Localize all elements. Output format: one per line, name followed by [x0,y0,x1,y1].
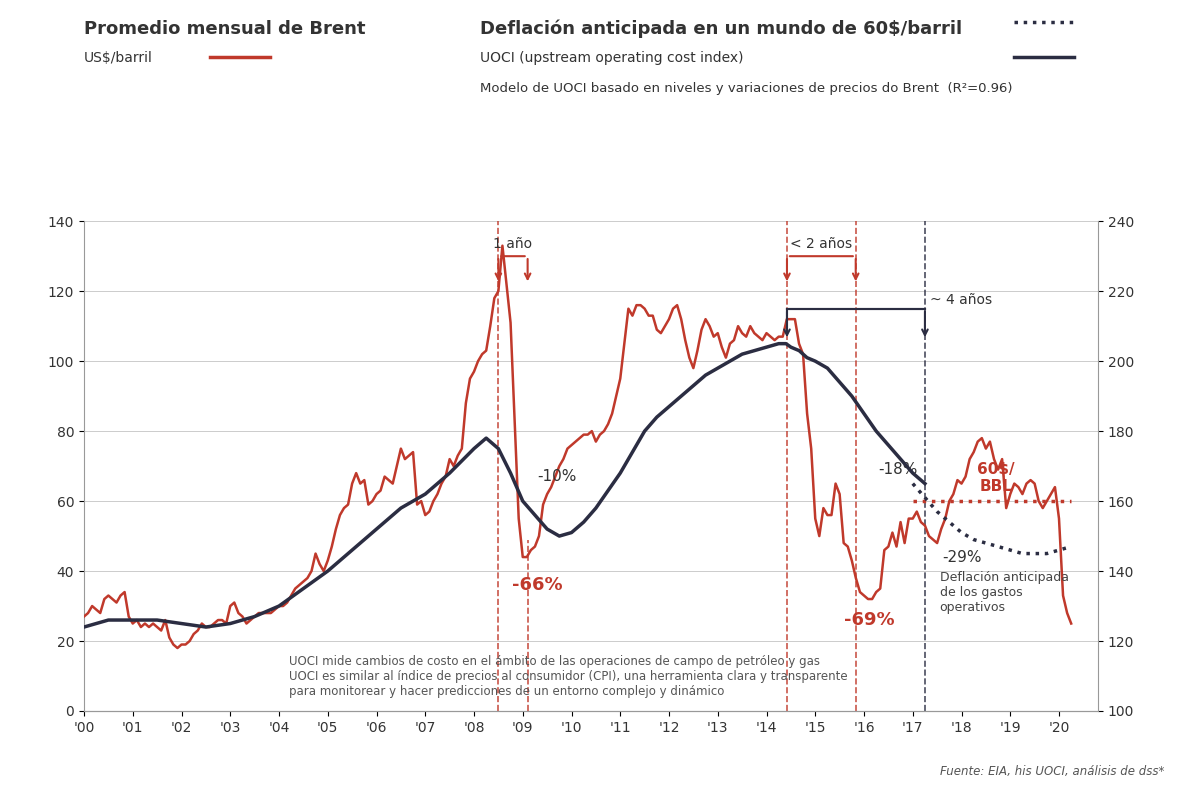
Text: Promedio mensual de Brent: Promedio mensual de Brent [84,20,366,38]
Text: Deflación anticipada en un mundo de 60$/barril: Deflación anticipada en un mundo de 60$/… [480,20,962,38]
Text: -18%: -18% [878,462,918,477]
Text: Fuente: EIA, his UOCI, análisis de dss*: Fuente: EIA, his UOCI, análisis de dss* [940,766,1164,778]
Text: US$/barril: US$/barril [84,51,152,66]
Text: -69%: -69% [844,611,894,629]
Text: UOCI mide cambios de costo en el ámbito de las operaciones de campo de petróleo : UOCI mide cambios de costo en el ámbito … [289,655,847,698]
Text: -66%: -66% [512,576,563,594]
Text: -10%: -10% [538,469,577,484]
Text: UOCI (upstream operating cost index): UOCI (upstream operating cost index) [480,51,744,66]
Text: 1 año: 1 año [493,237,533,251]
Text: ~ 4 años: ~ 4 años [930,293,992,307]
Text: Deflación anticipada
de los gastos
operativos: Deflación anticipada de los gastos opera… [940,571,1068,614]
Text: 60$/
BBL: 60$/ BBL [977,461,1014,494]
Text: < 2 años: < 2 años [791,237,852,251]
Text: -29%: -29% [942,550,982,565]
Text: Modelo de UOCI basado en niveles y variaciones de precios do Brent  (R²=0.96): Modelo de UOCI basado en niveles y varia… [480,82,1013,95]
